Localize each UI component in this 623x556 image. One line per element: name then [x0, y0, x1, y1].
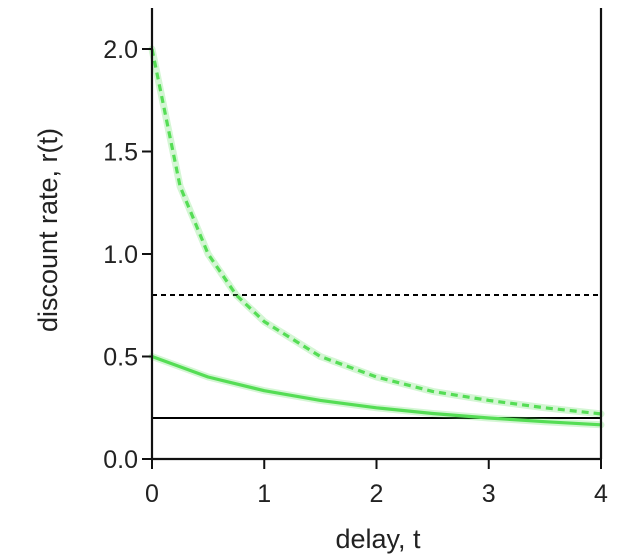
- y-tick-label: 0.5: [103, 344, 138, 372]
- series-line-glow: [148, 45, 605, 418]
- series-line: [151, 354, 602, 427]
- plot-lines: [148, 45, 605, 429]
- x-axis-label: delay, t: [335, 524, 421, 554]
- y-tick-label: 2.0: [103, 36, 138, 64]
- x-tick-label: 2: [370, 480, 384, 508]
- y-tick-label: 1.0: [103, 241, 138, 269]
- x-tick-label: 3: [482, 480, 496, 508]
- y-axis-label: discount rate, r(t): [33, 128, 63, 332]
- x-tick-label: 4: [594, 480, 608, 508]
- x-tick-label: 0: [145, 480, 159, 508]
- x-tick-label: 1: [257, 480, 271, 508]
- y-tick-label: 0.0: [103, 446, 138, 474]
- y-tick-label: 1.5: [103, 139, 138, 167]
- ticks: 0 1 2 3 4 0.0 0.5 1.0 1.5 2.0: [103, 36, 608, 508]
